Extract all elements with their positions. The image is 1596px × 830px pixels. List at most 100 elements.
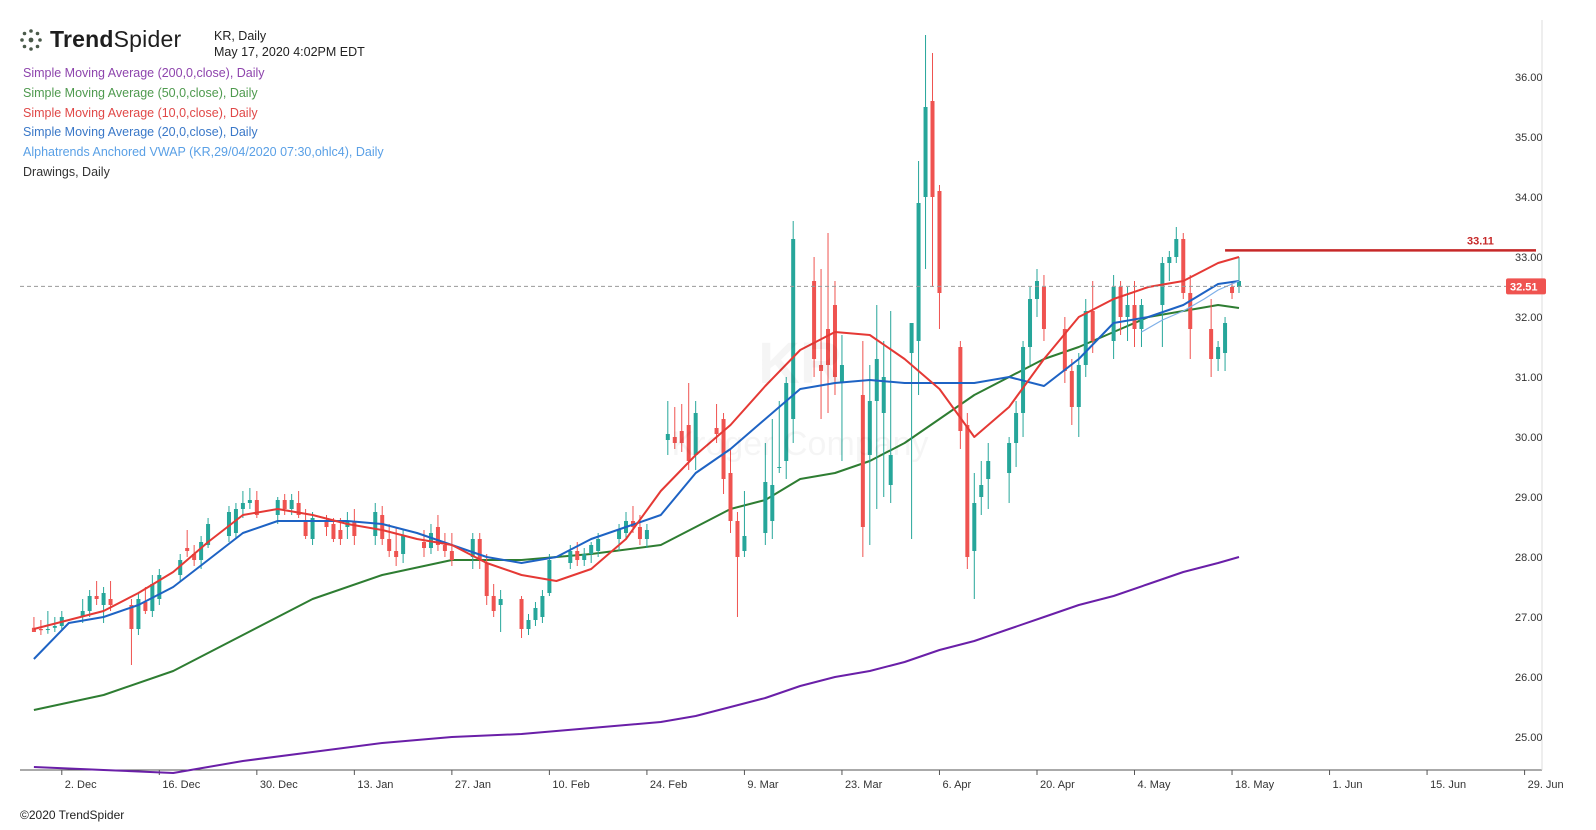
sma-200-line [33, 556, 1240, 774]
candle-body [1034, 281, 1039, 299]
candle-body [784, 383, 789, 461]
candle-body [526, 620, 531, 629]
candle-body [1230, 287, 1235, 293]
candle-body [1181, 239, 1186, 293]
copyright: ©2020 TrendSpider [20, 808, 125, 822]
candle-body [742, 536, 747, 551]
candle-body [94, 596, 99, 599]
watermark-company: Kroger Company [600, 425, 1000, 464]
x-tick-label: 4. May [1138, 779, 1172, 791]
candle-body [275, 500, 280, 515]
candle-body [394, 551, 399, 557]
candle-body [387, 539, 392, 551]
candle-body [484, 563, 489, 596]
candle-body [533, 608, 538, 620]
candle-body [442, 545, 447, 551]
y-tick-label: 30.00 [1515, 432, 1543, 444]
candle-body [812, 281, 817, 359]
candle-body [540, 596, 545, 617]
candle-body [596, 539, 601, 551]
candle-body [178, 560, 183, 575]
candle-body [1062, 329, 1067, 371]
candle-body [338, 530, 343, 539]
x-tick-label: 15. Jun [1430, 779, 1466, 791]
candle-body [972, 503, 977, 551]
x-tick-label: 1. Jun [1333, 779, 1363, 791]
candle-body [644, 530, 649, 539]
y-tick-label: 28.00 [1515, 552, 1543, 564]
y-tick-label: 26.00 [1515, 672, 1543, 684]
candle-body [839, 365, 844, 383]
candle-body [826, 329, 831, 365]
y-tick-label: 27.00 [1515, 612, 1543, 624]
sma-10-line [33, 256, 1240, 630]
candle-body [303, 521, 308, 536]
candle-body [860, 395, 865, 527]
y-tick-label: 33.00 [1515, 252, 1543, 264]
candle-body [686, 425, 691, 461]
candle-body [310, 518, 315, 539]
x-tick-label: 16. Dec [162, 779, 200, 791]
y-tick-label: 29.00 [1515, 492, 1543, 504]
candle-body [888, 455, 893, 485]
x-tick-label: 20. Apr [1040, 779, 1075, 791]
legend-sma-10[interactable]: Simple Moving Average (10,0,close), Dail… [23, 105, 258, 120]
candle-body [923, 107, 928, 197]
candle-body [519, 599, 524, 629]
timestamp: May 17, 2020 4:02PM EDT [214, 45, 365, 59]
symbol-info: KR, Daily May 17, 2020 4:02PM EDT [214, 28, 365, 60]
candle-body [986, 461, 991, 479]
candle-body [589, 545, 594, 554]
candle-body [735, 521, 740, 557]
legend-sma-20[interactable]: Simple Moving Average (20,0,close), Dail… [23, 125, 258, 140]
candle-body [1111, 287, 1116, 341]
candle-body [693, 413, 698, 455]
x-tick-label: 2. Dec [65, 779, 97, 791]
candle-body [324, 521, 329, 527]
legend-anchored-vwap[interactable]: Alphatrends Anchored VWAP (KR,29/04/2020… [23, 145, 384, 160]
candle-body [1118, 287, 1123, 317]
candle-body [1132, 305, 1137, 329]
candle-body [1216, 347, 1221, 359]
candle-body [1014, 413, 1019, 443]
candle-body [1236, 281, 1241, 287]
x-tick-label: 6. Apr [942, 779, 971, 791]
candle-body [763, 482, 768, 533]
candle-body [672, 437, 677, 443]
candle-body [80, 611, 85, 617]
legend-sma-200[interactable]: Simple Moving Average (200,0,close), Dai… [23, 66, 265, 80]
candle-body [568, 551, 573, 563]
candle-body [1174, 239, 1179, 257]
symbol-line: KR, Daily [214, 29, 267, 43]
x-tick-label: 23. Mar [845, 779, 883, 791]
candle-body [1041, 287, 1046, 329]
x-tick-label: 30. Dec [260, 779, 298, 791]
candle-body [352, 521, 357, 536]
y-tick-label: 34.00 [1515, 192, 1543, 204]
candle-body [832, 305, 837, 377]
x-tick-label: 13. Jan [357, 779, 393, 791]
candle-body [498, 599, 503, 605]
legend-sma-50[interactable]: Simple Moving Average (50,0,close), Dail… [23, 85, 258, 100]
candle-body [1028, 299, 1033, 347]
candle-body [38, 629, 43, 631]
candle-body [728, 473, 733, 521]
candle-body [665, 434, 670, 440]
candle-body [331, 524, 336, 539]
candle-body [192, 554, 197, 560]
candle-body [136, 599, 141, 629]
candle-body [87, 596, 92, 611]
candle-body [296, 503, 301, 515]
candle-body [1007, 443, 1012, 473]
candle-body [1125, 305, 1130, 317]
x-tick-label: 27. Jan [455, 779, 491, 791]
candle-body [916, 203, 921, 341]
candle-body [1188, 293, 1193, 329]
candle-body [575, 551, 580, 560]
trendspider-logo-icon [20, 28, 42, 51]
candle-body [617, 530, 622, 539]
candle-body [401, 536, 406, 554]
candle-body [679, 431, 684, 443]
legend-drawings[interactable]: Drawings, Daily [23, 164, 110, 179]
